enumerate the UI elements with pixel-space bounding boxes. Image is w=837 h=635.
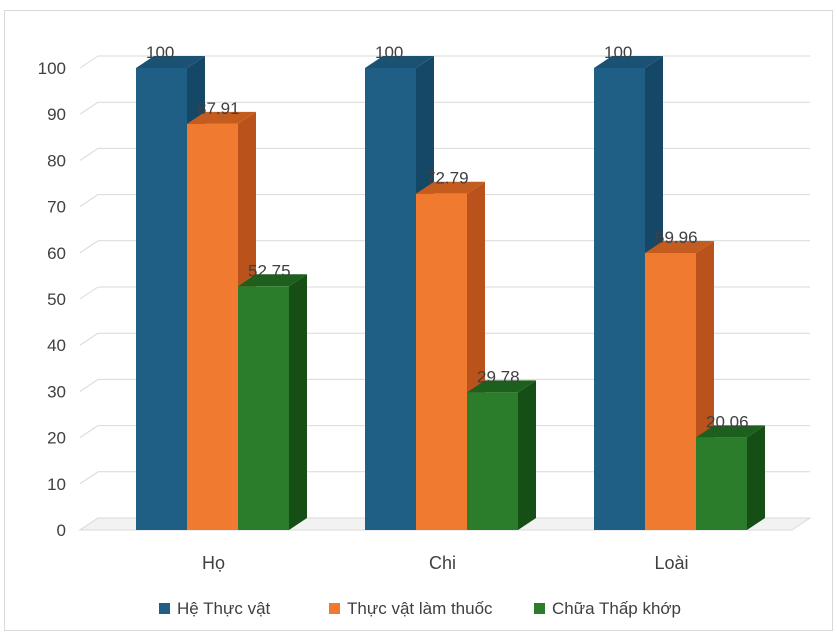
gridline-depth [79,286,99,300]
bar [238,286,289,530]
y-tick-label: 50 [47,290,66,309]
x-category-label: Họ [202,553,225,573]
bar-top [136,56,205,68]
y-tick-label: 60 [47,244,66,263]
bar [467,392,518,530]
bar [696,437,747,530]
gridline-depth [79,425,99,439]
bar-top [467,380,536,393]
bar-side [518,380,536,530]
y-tick-label: 80 [47,151,66,170]
data-label: 29.78 [477,367,520,386]
gridline-depth [79,378,99,392]
bar-top [696,425,765,438]
bar-side [289,274,307,530]
legend-swatch [329,603,340,614]
bar-top [365,56,434,68]
y-tick-label: 100 [38,59,66,78]
bar-top [594,56,663,68]
bar-top [645,240,714,253]
bar [416,193,467,530]
legend-swatch [159,603,170,614]
gridline-depth [79,101,99,115]
legend-label: Chữa Thấp khớp [552,599,681,618]
data-label: 100 [375,43,403,62]
bar-side [747,425,765,530]
data-label: 87.91 [197,99,240,118]
bar [594,68,645,530]
y-tick-label: 70 [47,198,66,217]
gridline-depth [79,471,99,485]
bar [365,68,416,530]
data-label: 72.79 [426,169,469,188]
x-category-label: Loài [654,553,688,573]
data-label: 20.06 [706,412,749,431]
data-label: 52.75 [248,261,291,280]
x-category-label: Chi [429,553,456,573]
gridline-depth [79,240,99,254]
gridline-depth [79,332,99,346]
gridline-depth [79,194,99,208]
y-tick-label: 10 [47,475,66,494]
bar-top [187,111,256,124]
y-tick-label: 40 [47,336,66,355]
legend-label: Hệ Thực vật [177,599,271,618]
legend-swatch [534,603,545,614]
data-label: 100 [146,43,174,62]
gridline-depth [79,55,99,69]
gridline-depth [79,147,99,161]
bar [136,68,187,530]
y-tick-label: 0 [57,521,66,540]
data-label: 100 [604,43,632,62]
legend-label: Thực vật làm thuốc [347,599,493,618]
y-tick-label: 30 [47,382,66,401]
y-tick-label: 90 [47,105,66,124]
bar [645,252,696,530]
bar-top [238,274,307,287]
data-label: 59.96 [655,228,698,247]
y-tick-label: 20 [47,429,66,448]
bar [187,123,238,530]
bar-top [416,181,485,194]
